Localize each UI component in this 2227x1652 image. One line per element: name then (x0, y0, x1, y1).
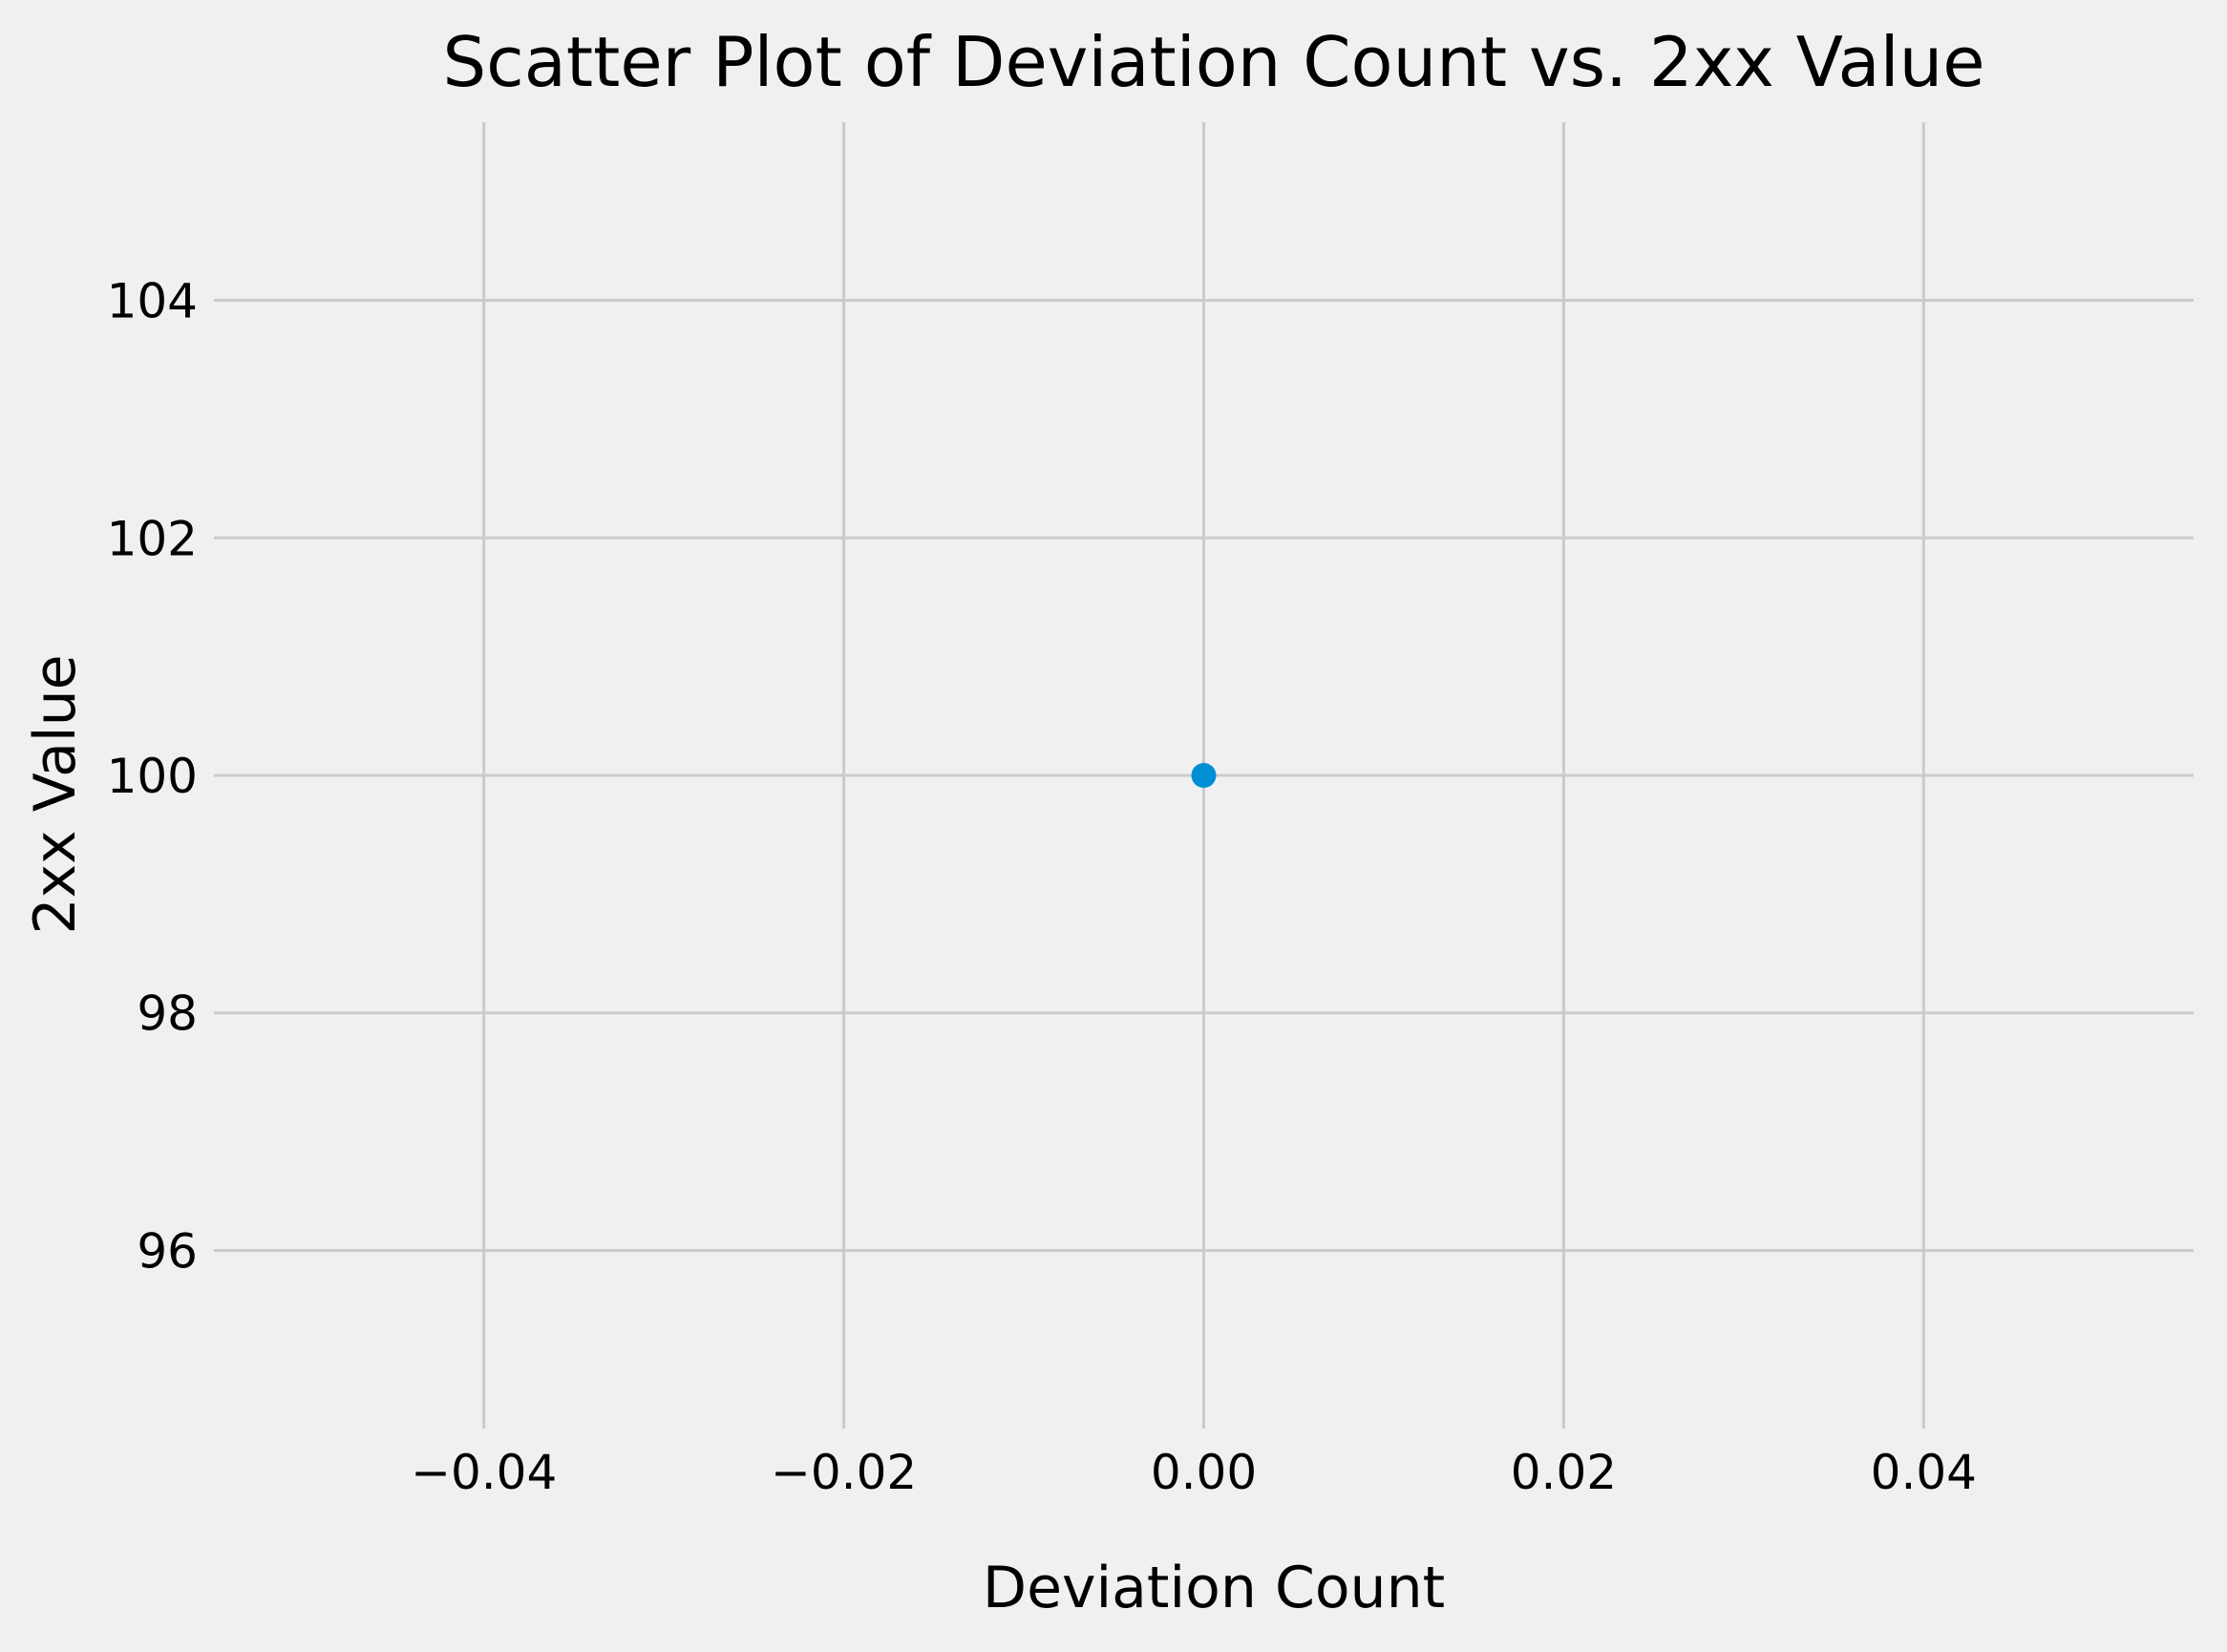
y-axis-label: 2xx Value (22, 654, 89, 934)
tick-labels: −0.04 −0.02 0.00 0.02 0.04 96 98 100 102 104 (107, 274, 1977, 1500)
y-tick-label: 102 (107, 511, 198, 566)
y-tick-label: 100 (107, 749, 198, 804)
scatter-point (1191, 763, 1217, 788)
x-tick-label: −0.02 (771, 1445, 917, 1500)
data-points (1191, 763, 1217, 788)
x-tick-label: −0.04 (411, 1445, 557, 1500)
y-tick-label: 98 (137, 986, 198, 1042)
chart-title: Scatter Plot of Deviation Count vs. 2xx … (442, 22, 1984, 102)
x-tick-label: 0.02 (1511, 1445, 1617, 1500)
y-tick-label: 96 (137, 1223, 198, 1279)
y-tick-label: 104 (107, 274, 198, 329)
grid (214, 122, 2194, 1429)
x-axis-label: Deviation Count (983, 1555, 1445, 1621)
x-tick-label: 0.00 (1151, 1445, 1257, 1500)
x-tick-label: 0.04 (1871, 1445, 1977, 1500)
